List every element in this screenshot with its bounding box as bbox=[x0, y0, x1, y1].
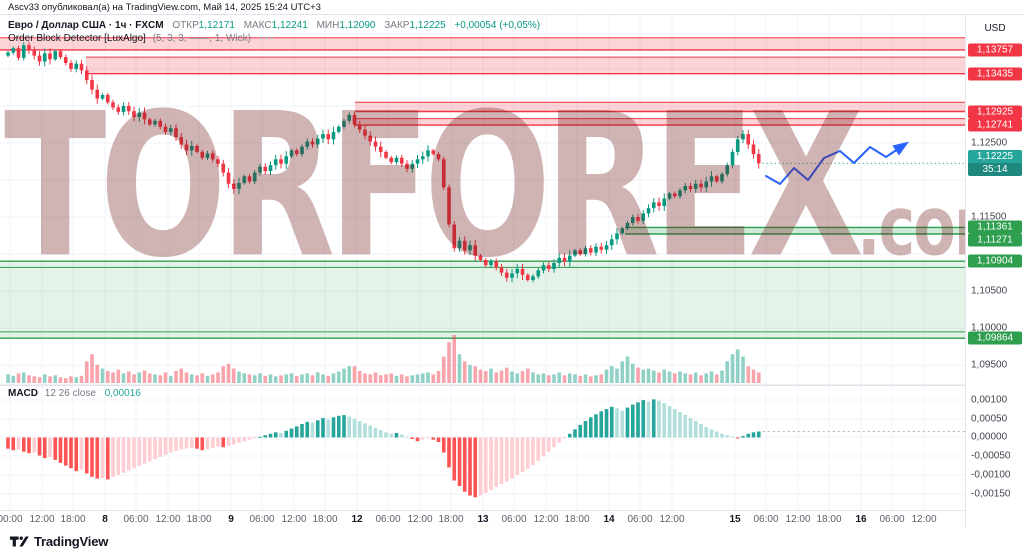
price-badge-bear: 1,12925 bbox=[968, 105, 1022, 119]
time-axis-label: 06:00 bbox=[249, 514, 275, 525]
axis-label: -0,00050 bbox=[971, 450, 1011, 462]
time-axis-label: 18:00 bbox=[312, 514, 338, 525]
axis-label: 0,00100 bbox=[971, 394, 1008, 406]
time-axis-label: 14 bbox=[603, 514, 615, 525]
axis-label: -0,00150 bbox=[971, 488, 1011, 500]
indicator-title[interactable]: Order Block Detector [LuxAlgo] bbox=[8, 33, 146, 44]
time-axis-label: 06:00 bbox=[627, 514, 653, 525]
price-badge-bull: 1,10904 bbox=[968, 254, 1022, 268]
symbol-title[interactable]: Евро / Доллар США · 1ч · FXCM bbox=[8, 20, 164, 31]
low-label: МИН bbox=[316, 20, 340, 31]
price-badge-bear: 1,13757 bbox=[968, 43, 1022, 57]
time-axis-label: 13 bbox=[477, 514, 489, 525]
time-axis-label: 18:00 bbox=[60, 514, 86, 525]
macd-value: 0,00016 bbox=[104, 388, 141, 399]
time-axis-label: 18:00 bbox=[564, 514, 590, 525]
time-axis-label: 9 bbox=[228, 514, 234, 525]
price-axis[interactable]: USD 1,12500 1,11500 1,10500 1,10000 1,09500 0… bbox=[965, 15, 1024, 528]
pane-separator-price-macd[interactable] bbox=[0, 385, 1024, 386]
axis-label: 1,10500 bbox=[971, 285, 1008, 297]
time-axis-label: 16 bbox=[855, 514, 867, 525]
chart-legend: Евро / Доллар США · 1ч · FXCM ОТКР1,1217… bbox=[8, 19, 540, 45]
high-value: 1,12241 bbox=[271, 20, 308, 31]
axis-label: -0,00100 bbox=[971, 469, 1011, 481]
axis-label: 1,09500 bbox=[971, 359, 1008, 371]
time-axis-label: 12:00 bbox=[29, 514, 55, 525]
price-badge-bull: 1,11361 bbox=[968, 220, 1022, 234]
tradingview-logo[interactable] bbox=[10, 534, 29, 549]
axis-label: 1,10000 bbox=[971, 322, 1008, 334]
close-value: 1,12225 bbox=[409, 20, 446, 31]
open-label: ОТКР bbox=[172, 20, 199, 31]
low-value: 1,12090 bbox=[339, 20, 376, 31]
axis-label: 0,00050 bbox=[971, 413, 1008, 425]
time-axis-label: 06:00 bbox=[753, 514, 779, 525]
publish-bar: Ascv33 опубликовал(а) на TradingView.com… bbox=[0, 0, 1024, 15]
time-axis-label: 12:00 bbox=[407, 514, 433, 525]
time-axis-label: 06:00 bbox=[375, 514, 401, 525]
time-axis-label: 12:00 bbox=[911, 514, 937, 525]
time-axis-label: 18:00 bbox=[186, 514, 212, 525]
price-badge-bear: 1,12741 bbox=[968, 118, 1022, 132]
time-axis-label: 12:00 bbox=[281, 514, 307, 525]
price-badge-bull: 1,09864 bbox=[968, 331, 1022, 345]
time-axis-label: 12 bbox=[351, 514, 363, 525]
time-axis-label: 12:00 bbox=[659, 514, 685, 525]
time-axis-label: 18:00 bbox=[816, 514, 842, 525]
indicator-legend-row[interactable]: Order Block Detector [LuxAlgo] (5, 3, 3,… bbox=[8, 32, 540, 45]
time-axis-label: 8 bbox=[102, 514, 108, 525]
axis-label: 0,00000 bbox=[971, 431, 1008, 443]
macd-legend-row[interactable]: MACD 12 26 close 0,00016 bbox=[8, 388, 141, 400]
high-label: МАКС bbox=[243, 20, 272, 31]
time-axis-label: 12:00 bbox=[785, 514, 811, 525]
time-axis-label: 18:00 bbox=[438, 514, 464, 525]
time-axis-label: 06:00 bbox=[123, 514, 149, 525]
close-label: ЗАКР bbox=[384, 20, 410, 31]
axis-label: 1,11500 bbox=[971, 211, 1007, 223]
axis-label: 1,12500 bbox=[971, 137, 1008, 149]
time-axis-label: 06:00 bbox=[501, 514, 527, 525]
time-axis-label: 00:00 bbox=[0, 514, 23, 525]
price-badge-bull: 1,11271 bbox=[968, 233, 1022, 247]
bar-countdown: 35:14 bbox=[968, 163, 1022, 176]
macd-params: 12 26 close bbox=[44, 388, 96, 399]
chart-canvas[interactable] bbox=[0, 0, 965, 528]
publish-info-text: Ascv33 опубликовал(а) на TradingView.com… bbox=[8, 2, 321, 13]
symbol-legend-row[interactable]: Евро / Доллар США · 1ч · FXCM ОТКР1,1217… bbox=[8, 19, 540, 32]
open-value: 1,12171 bbox=[198, 20, 235, 31]
currency-button[interactable]: USD bbox=[984, 23, 1006, 34]
price-badge-bear: 1,13435 bbox=[968, 67, 1022, 81]
time-axis-label: 12:00 bbox=[155, 514, 181, 525]
tradingview-brand-text[interactable]: TradingView bbox=[34, 534, 109, 549]
indicator-params: (5, 3, 3, ——, 1, Wick) bbox=[152, 33, 251, 44]
macd-title[interactable]: MACD bbox=[8, 388, 38, 399]
time-axis[interactable]: 00:00 12:00 18:00 8 06:00 12:00 18:00 9 06:00 12:… bbox=[0, 510, 965, 528]
current-price-badge: 1,12225 35:14 bbox=[968, 150, 1022, 176]
footer-bar: TradingView bbox=[0, 528, 1024, 555]
time-axis-label: 15 bbox=[729, 514, 741, 525]
time-axis-label: 06:00 bbox=[879, 514, 905, 525]
projection-arrow bbox=[765, 141, 909, 185]
indicator-actions-icons[interactable]: ••• bbox=[259, 33, 276, 43]
change-value: +0,00054 (+0,05%) bbox=[454, 20, 541, 31]
time-axis-label: 12:00 bbox=[533, 514, 559, 525]
